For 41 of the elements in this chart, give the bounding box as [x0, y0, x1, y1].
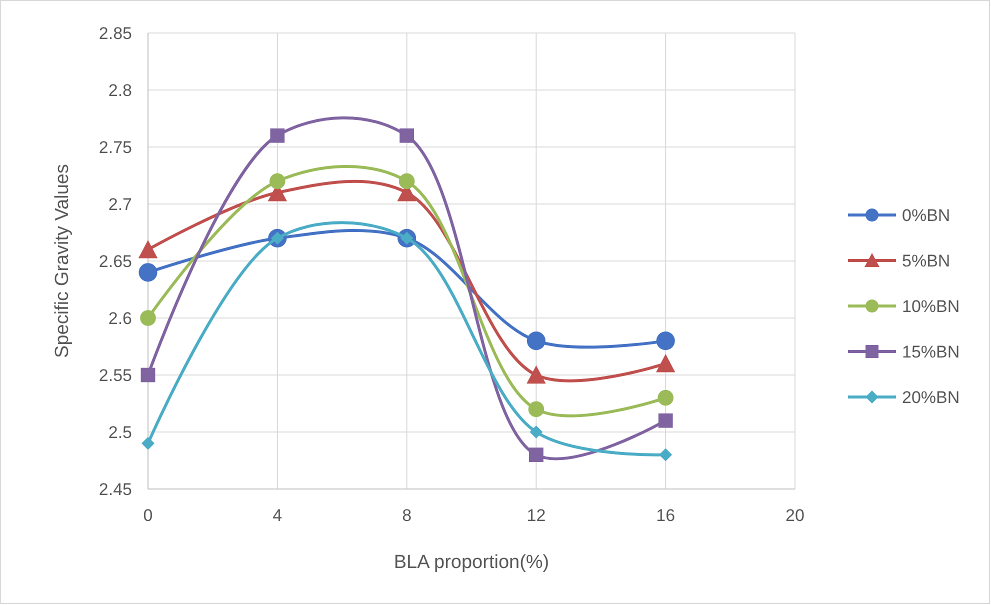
- point: [530, 426, 543, 438]
- y-tick-label: 2.75: [98, 138, 132, 157]
- point: [270, 173, 286, 190]
- point: [138, 263, 158, 282]
- point: [400, 128, 414, 143]
- point: [140, 310, 156, 326]
- point: [656, 354, 676, 372]
- point: [142, 436, 154, 450]
- point: [270, 128, 285, 143]
- y-tick-label: 2.45: [98, 480, 132, 499]
- point: [529, 448, 544, 462]
- point: [398, 173, 415, 190]
- point: [658, 390, 674, 406]
- x-tick-label: 8: [402, 506, 412, 525]
- legend-label: 20%BN: [902, 388, 960, 407]
- x-tick-label: 12: [526, 506, 546, 525]
- y-tick-label: 2.55: [98, 366, 132, 385]
- point: [138, 240, 158, 258]
- x-tick-label: 0: [143, 506, 153, 525]
- y-tick-label: 2.85: [98, 24, 132, 43]
- legend-label: 5%BN: [902, 251, 950, 270]
- point: [526, 332, 546, 350]
- legend-label: 0%BN: [902, 206, 950, 225]
- y-tick-label: 2.5: [108, 422, 132, 442]
- x-tick-label: 16: [656, 506, 676, 525]
- y-tick-label: 2.8: [108, 80, 132, 100]
- legend-label: 15%BN: [902, 342, 960, 362]
- y-tick-label: 2.6: [108, 308, 132, 328]
- point: [528, 401, 544, 418]
- point: [140, 368, 156, 382]
- x-tick-label: 20: [786, 506, 804, 525]
- point: [656, 332, 675, 350]
- point: [526, 365, 546, 384]
- legend-label: 10%BN: [902, 296, 960, 316]
- point: [659, 448, 672, 462]
- point: [658, 413, 673, 428]
- y-tick-label: 2.65: [98, 252, 132, 271]
- y-tick-label: 2.7: [108, 194, 132, 214]
- x-tick-label: 4: [272, 506, 282, 525]
- y-axis-title: Specific Gravity Values: [52, 164, 73, 358]
- x-axis-title: BLA proportion(%): [394, 552, 550, 573]
